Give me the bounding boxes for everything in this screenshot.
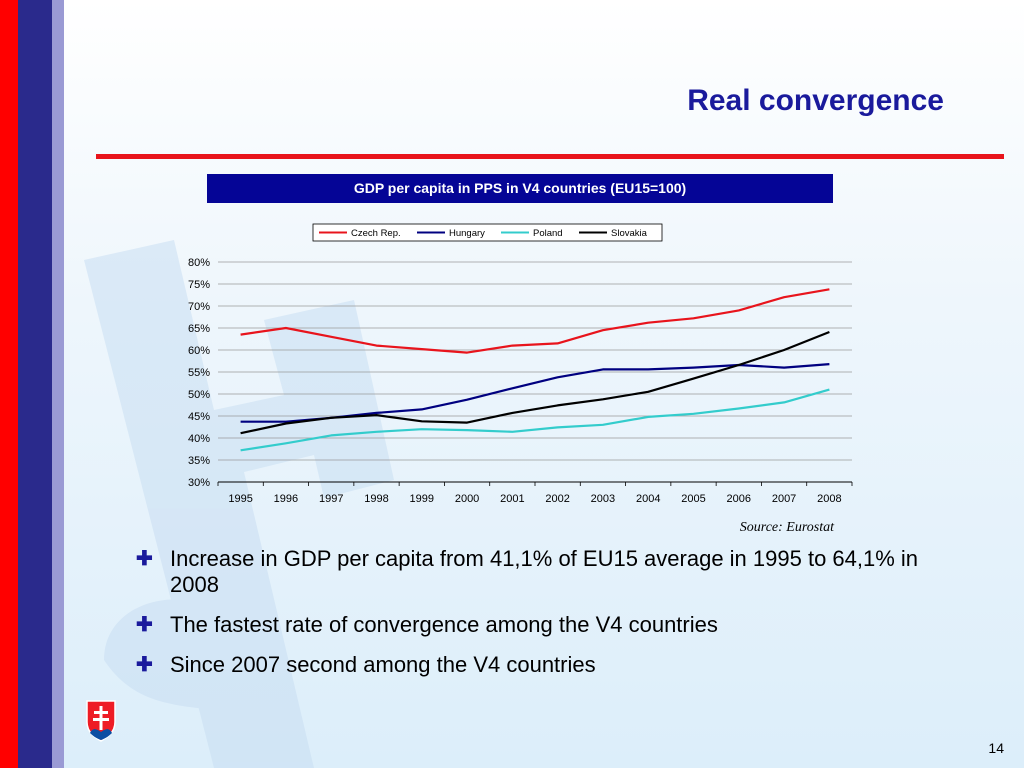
title-underline [96, 154, 1004, 159]
x-tick-label: 2005 [681, 493, 705, 505]
legend-label: Czech Rep. [351, 228, 401, 239]
x-tick-label: 1996 [274, 493, 298, 505]
coat-of-arms-icon [86, 700, 116, 742]
legend-label: Poland [533, 228, 563, 239]
x-tick-label: 2000 [455, 493, 479, 505]
bullet-text: Increase in GDP per capita from 41,1% of… [170, 546, 919, 597]
x-tick-label: 1999 [410, 493, 434, 505]
y-tick-label: 75% [188, 279, 210, 291]
slide-title: Real convergence [687, 84, 944, 117]
y-tick-label: 80% [188, 257, 210, 269]
y-tick-label: 55% [188, 367, 210, 379]
bullet-text: The fastest rate of convergence among th… [170, 612, 718, 637]
series-line-poland [240, 388, 830, 452]
x-tick-label: 2003 [591, 493, 615, 505]
x-tick-label: 2007 [772, 493, 796, 505]
bullet-item: ✚ Increase in GDP per capita from 41,1% … [136, 546, 956, 598]
y-tick-label: 40% [188, 433, 210, 445]
source-note: Source: Eurostat [739, 520, 834, 535]
x-tick-label: 1995 [228, 493, 252, 505]
left-lavender-bar [52, 0, 64, 768]
bullet-text: Since 2007 second among the V4 countries [170, 652, 596, 677]
y-tick-label: 45% [188, 411, 210, 423]
x-tick-label: 1997 [319, 493, 343, 505]
y-tick-label: 70% [188, 301, 210, 313]
series-line-czech-rep [240, 288, 830, 354]
series-line-hungary [240, 363, 830, 423]
legend-label: Hungary [449, 228, 485, 239]
y-tick-label: 50% [188, 389, 210, 401]
x-tick-label: 1998 [364, 493, 388, 505]
gdp-line-chart: 30% 35% 40% 45% 50% 55% 60% 65% 70% 75% 80% 1995 199… [188, 223, 853, 505]
y-tick-label: 30% [188, 477, 210, 489]
y-tick-label: 65% [188, 323, 210, 335]
page-number: 14 [988, 740, 1004, 756]
y-tick-label: 60% [188, 345, 210, 357]
left-navy-bar [18, 0, 52, 768]
bullet-item: ✚ The fastest rate of convergence among … [136, 612, 956, 638]
x-tick-label: 2001 [500, 493, 524, 505]
bullet-cross-icon: ✚ [136, 614, 153, 636]
chart-header-banner: GDP per capita in PPS in V4 countries (E… [207, 174, 833, 203]
x-tick-label: 2006 [727, 493, 751, 505]
x-tick-label: 2002 [545, 493, 569, 505]
legend-label: Slovakia [611, 228, 648, 239]
bullet-item: ✚ Since 2007 second among the V4 countri… [136, 652, 956, 678]
bullet-list: ✚ Increase in GDP per capita from 41,1% … [136, 546, 956, 692]
legend-box [312, 223, 663, 242]
bullet-cross-icon: ✚ [136, 654, 153, 676]
x-tick-label: 2008 [817, 493, 841, 505]
y-tick-label: 35% [188, 455, 210, 467]
bullet-cross-icon: ✚ [136, 548, 153, 570]
series-line-slovakia [240, 330, 830, 435]
x-tick-label: 2004 [636, 493, 660, 505]
left-red-bar [0, 0, 18, 768]
